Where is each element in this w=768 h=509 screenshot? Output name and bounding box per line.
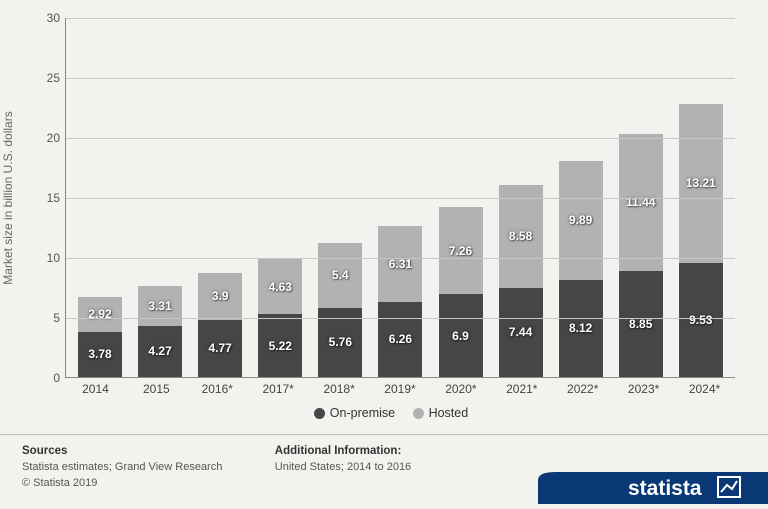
bar-column: 6.266.31 (378, 226, 422, 377)
legend: On-premise Hosted (0, 406, 768, 420)
additional-info-heading: Additional Information: (275, 445, 401, 457)
bar-segment-hosted: 6.31 (378, 226, 422, 302)
gridline (66, 138, 735, 139)
bar-segment-hosted: 3.31 (138, 286, 182, 326)
legend-label-hosted: Hosted (429, 406, 469, 420)
chart-plot-area: 3.782.92 4.273.31 4.773.9 5.224.63 5.765.4 6.… (65, 18, 735, 378)
bar-segment-hosted: 5.4 (318, 243, 362, 308)
legend-swatch-on-premise (314, 408, 325, 419)
footer-additional-info: Additional Information: United States; 2… (275, 443, 411, 476)
y-tick-label: 30 (30, 11, 60, 25)
y-tick-label: 10 (30, 251, 60, 265)
gridline (66, 18, 735, 19)
y-tick-label: 0 (30, 371, 60, 385)
bar-segment-hosted: 8.58 (499, 185, 543, 288)
sources-heading: Sources (22, 445, 67, 457)
bar-column: 8.8511.44 (619, 134, 663, 377)
gridline (66, 258, 735, 259)
x-tick-label: 2018* (317, 382, 361, 396)
sources-line-2: © Statista 2019 (22, 477, 97, 489)
bar-column: 6.97.26 (439, 207, 483, 377)
bar-segment-on-premise: 8.85 (619, 271, 663, 377)
bar-segment-on-premise: 3.78 (78, 332, 122, 377)
footer-sources: Sources Statista estimates; Grand View R… (22, 443, 222, 492)
x-tick-label: 2020* (439, 382, 483, 396)
bar-column: 8.129.89 (559, 161, 603, 377)
y-axis-label: Market size in billion U.S. dollars (1, 111, 15, 284)
x-tick-label: 2022* (561, 382, 605, 396)
y-tick-label: 25 (30, 71, 60, 85)
sources-line-1: Statista estimates; Grand View Research (22, 461, 222, 473)
bar-segment-on-premise: 4.77 (198, 320, 242, 377)
x-tick-label: 2016* (195, 382, 239, 396)
legend-swatch-hosted (413, 408, 424, 419)
y-tick-label: 20 (30, 131, 60, 145)
bar-segment-hosted: 2.92 (78, 297, 122, 332)
legend-label-on-premise: On-premise (330, 406, 395, 420)
statista-logo: statista (538, 462, 768, 504)
svg-text:statista: statista (628, 477, 702, 500)
bar-column: 3.782.92 (78, 297, 122, 377)
bar-column: 4.773.9 (198, 273, 242, 377)
x-tick-label: 2017* (256, 382, 300, 396)
bar-segment-on-premise: 4.27 (138, 326, 182, 377)
bar-segment-on-premise: 7.44 (499, 288, 543, 377)
gridline (66, 198, 735, 199)
additional-info-line-1: United States; 2014 to 2016 (275, 461, 411, 473)
bar-segment-hosted: 9.89 (559, 161, 603, 280)
bar-segment-hosted: 3.9 (198, 273, 242, 320)
y-tick-label: 15 (30, 191, 60, 205)
bar-segment-on-premise: 9.53 (679, 263, 723, 377)
bar-segment-hosted: 11.44 (619, 134, 663, 271)
bar-column: 9.5313.21 (679, 104, 723, 377)
bar-segment-hosted: 13.21 (679, 104, 723, 263)
bar-column: 7.448.58 (499, 185, 543, 377)
footer: Sources Statista estimates; Grand View R… (0, 434, 768, 504)
bar-segment-on-premise: 8.12 (559, 280, 603, 377)
x-tick-label: 2024* (683, 382, 727, 396)
x-tick-label: 2023* (622, 382, 666, 396)
bar-segment-hosted: 4.63 (258, 259, 302, 315)
y-tick-label: 5 (30, 311, 60, 325)
bar-segment-on-premise: 6.9 (439, 294, 483, 377)
x-tick-label: 2019* (378, 382, 422, 396)
x-tick-label: 2021* (500, 382, 544, 396)
bar-column: 5.765.4 (318, 243, 362, 377)
bar-column: 4.273.31 (138, 286, 182, 377)
x-tick-label: 2015 (134, 382, 178, 396)
x-tick-label: 2014 (73, 382, 117, 396)
bar-segment-on-premise: 6.26 (378, 302, 422, 377)
x-axis-labels: 2014 2015 2016* 2017* 2018* 2019* 2020* 2021* 20… (65, 382, 735, 396)
gridline (66, 78, 735, 79)
gridline (66, 318, 735, 319)
bar-segment-on-premise: 5.22 (258, 314, 302, 377)
bar-segment-hosted: 7.26 (439, 207, 483, 294)
